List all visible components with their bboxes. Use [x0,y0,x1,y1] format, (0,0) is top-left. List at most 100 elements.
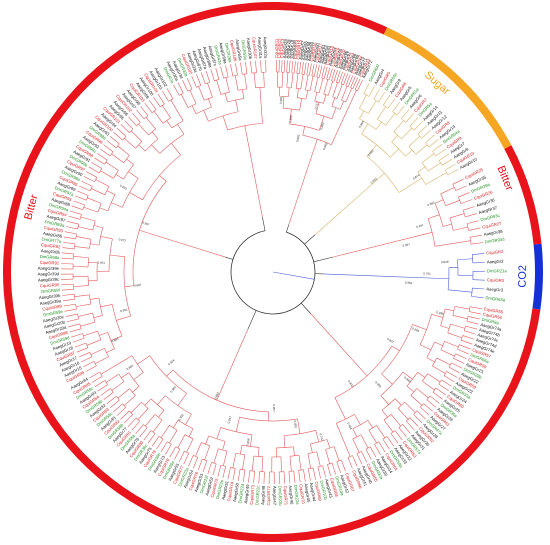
tree-branch [291,72,294,88]
tree-branch [182,80,188,92]
tree-branch [299,98,302,111]
tree-branch [434,240,471,247]
tree-branch [165,444,172,455]
tree-branch [331,69,336,81]
tree-branch [305,75,309,90]
tree-branch [162,105,171,119]
tree-branch [387,98,396,109]
tree-branch [160,425,170,438]
tree-branch [441,379,452,387]
tree-branch [99,332,108,336]
tree-branch [321,66,325,79]
leaf-label: CquiGR12 [277,38,283,58]
tree-branch [432,391,443,400]
tree-branch [91,162,102,169]
leaf-label: CquiGR71 [283,486,289,506]
tree-branch [95,179,110,187]
leaf-label: AaegGr32a [263,37,269,59]
tree-branch [302,126,305,136]
tree-branch [169,425,178,431]
tree-branch [310,443,313,453]
tree-branch [220,66,224,79]
tree-branch [100,355,133,375]
tree-branch [83,176,95,183]
tree-branch [133,372,144,380]
tree-branch [341,459,346,472]
bootstrap-values: 0.981 0.999 0.883 0.717 0.982 0.992 0.964 0.963… [97,96,448,446]
tree-branch [129,128,134,133]
tree-branch [333,232,433,258]
leaf-label: AaegGr85 [41,248,61,255]
tree-branch [338,71,343,84]
tree-branch [120,124,130,133]
tree-branch [315,113,332,120]
tree-branch [235,99,239,112]
tree-branch [458,192,470,198]
tree-branch [305,90,309,100]
tree-branch [303,469,306,482]
tree-branch [104,348,109,357]
tree-branch [234,75,239,91]
tree-branch [208,98,212,108]
tree-branch [138,144,146,152]
tree-branch [175,446,181,450]
leaf-label: CquiGR90 [40,282,60,288]
bootstrap-value: 0.997 [142,220,151,226]
tree-branch [308,468,311,481]
tree-branch [223,76,229,79]
tree-branch [100,148,111,157]
tree-branch [131,130,143,142]
tree-branch [89,297,99,300]
tree-branch [445,308,454,312]
tree-branch [440,308,446,326]
tree-branch [253,471,255,484]
leaf-label: AaegGr48 [260,485,266,505]
leaf-label: CquiGR70 [298,484,306,505]
tree-branch [105,161,119,171]
leaf-label: AaegGr88a [202,46,213,69]
tree-branch [325,446,335,450]
tree-branch [331,105,341,110]
tree-branch [227,467,231,480]
tree-branch [357,79,363,91]
tree-branch [300,302,311,314]
tree-branch [397,408,409,420]
tree-branch [447,332,462,339]
tree-branch [469,306,482,310]
tree-branch [318,65,323,78]
tree-branch [425,172,447,185]
tree-branch [132,386,140,393]
clade-ring [3,2,543,543]
tree-branch [197,458,203,471]
tree-branch [257,447,260,457]
tree-branch [72,337,85,343]
clade-label: CO2 [517,265,529,288]
tree-branch [151,144,160,154]
leaf-label: DmGR21a [487,268,507,273]
tree-branch [368,100,377,114]
tree-branch [120,410,130,420]
tree-branch [380,395,389,405]
tree-branch [383,104,389,109]
tree-branch [347,457,353,469]
tree-branch [196,74,202,86]
tree-branch [263,471,265,484]
tree-branch [315,430,320,443]
leaf-label: CquiGR21 [343,51,355,72]
clade-label: Bitter [495,164,516,193]
tree-branch [323,94,327,104]
tree-branch [142,154,181,200]
tree-branch [214,79,220,82]
tree-branch [215,67,220,80]
tree-branch [177,393,187,406]
tree-branch [74,243,76,249]
bootstrap-value: 0.849 [441,260,449,264]
tree-branch [404,401,416,413]
tree-branch [162,117,171,124]
tree-branch [314,77,319,92]
tree-branch [210,69,215,81]
tree-branch [126,158,134,165]
tree-branch [61,257,74,260]
tree-branch [240,445,243,455]
tree-branch [421,162,429,172]
